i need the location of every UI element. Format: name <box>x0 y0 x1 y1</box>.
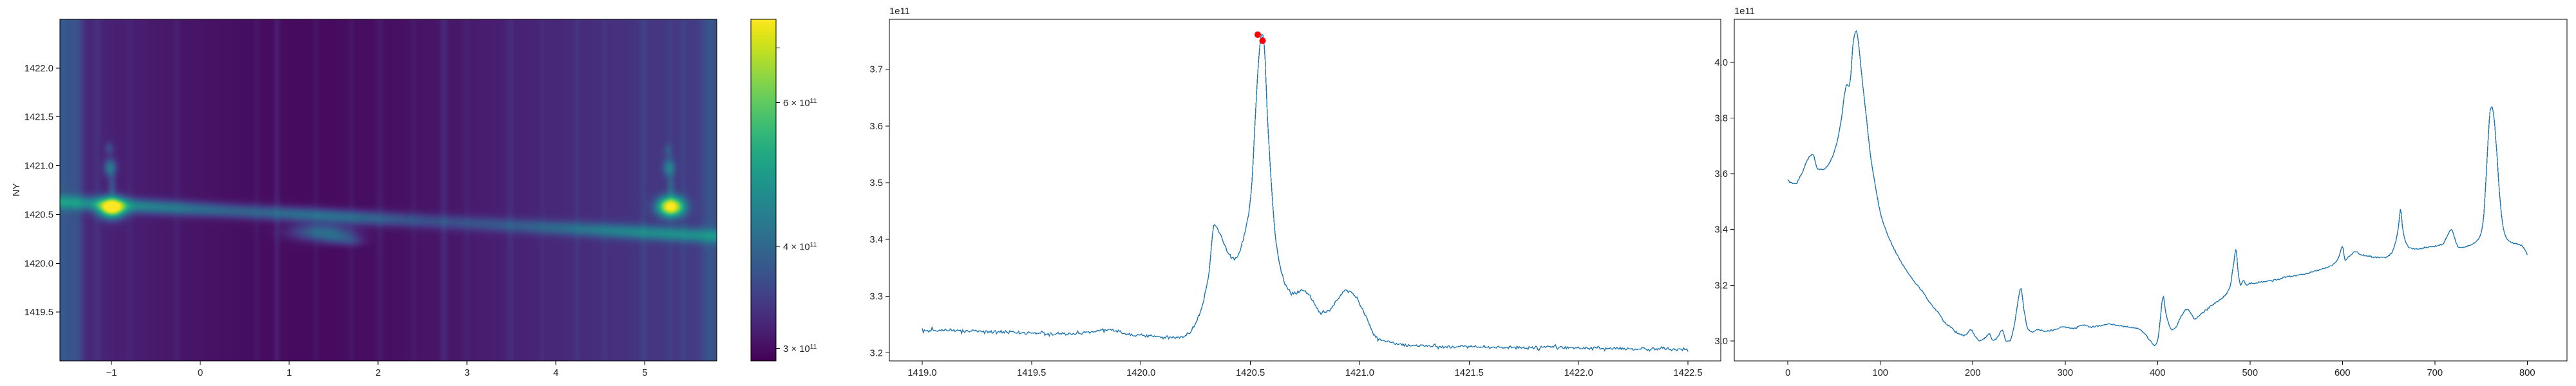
svg-text:1419.5: 1419.5 <box>1017 368 1046 378</box>
svg-text:4: 4 <box>553 368 558 378</box>
svg-text:3 × 1011: 3 × 1011 <box>783 344 817 354</box>
svg-text:4 × 1011: 4 × 1011 <box>783 242 817 253</box>
svg-text:1419.0: 1419.0 <box>907 368 936 378</box>
svg-text:600: 600 <box>2334 368 2351 378</box>
svg-text:1420.0: 1420.0 <box>1126 368 1155 378</box>
svg-text:NY: NY <box>12 183 22 197</box>
svg-text:3.2: 3.2 <box>1714 280 1728 291</box>
svg-text:3.6: 3.6 <box>869 122 883 132</box>
svg-text:1e11: 1e11 <box>1734 6 1755 17</box>
svg-text:400: 400 <box>2150 368 2166 378</box>
svg-text:3: 3 <box>464 368 469 378</box>
svg-text:3.0: 3.0 <box>1714 336 1728 347</box>
svg-text:1422.0: 1422.0 <box>24 64 53 74</box>
svg-text:500: 500 <box>2242 368 2258 378</box>
svg-text:−1: −1 <box>106 368 117 378</box>
svg-text:3.4: 3.4 <box>1714 225 1728 235</box>
svg-text:700: 700 <box>2427 368 2443 378</box>
svg-text:4.0: 4.0 <box>1714 58 1728 68</box>
svg-text:1420.0: 1420.0 <box>24 259 53 269</box>
svg-text:2: 2 <box>375 368 381 378</box>
svg-text:3.3: 3.3 <box>869 291 883 302</box>
svg-text:1421.0: 1421.0 <box>1345 368 1374 378</box>
svg-text:1: 1 <box>287 368 292 378</box>
svg-text:1419.5: 1419.5 <box>24 308 53 318</box>
svg-text:1e11: 1e11 <box>889 6 910 17</box>
svg-text:6 × 1011: 6 × 1011 <box>783 98 817 109</box>
svg-text:0: 0 <box>198 368 203 378</box>
svg-text:3.8: 3.8 <box>1714 114 1728 124</box>
svg-text:3.5: 3.5 <box>869 178 883 188</box>
svg-text:1420.5: 1420.5 <box>1236 368 1265 378</box>
svg-text:800: 800 <box>2519 368 2535 378</box>
svg-text:3.7: 3.7 <box>869 65 883 75</box>
svg-text:3.6: 3.6 <box>1714 169 1728 179</box>
svg-text:0: 0 <box>1785 368 1790 378</box>
svg-text:1420.5: 1420.5 <box>24 210 53 220</box>
svg-text:300: 300 <box>2057 368 2073 378</box>
svg-text:1422.0: 1422.0 <box>1564 368 1593 378</box>
svg-text:1421.5: 1421.5 <box>1455 368 1484 378</box>
svg-text:1422.5: 1422.5 <box>1673 368 1702 378</box>
svg-text:3.4: 3.4 <box>869 235 883 245</box>
svg-text:3.2: 3.2 <box>869 349 883 359</box>
svg-text:100: 100 <box>1872 368 1888 378</box>
svg-text:1421.5: 1421.5 <box>24 113 53 123</box>
svg-text:200: 200 <box>1965 368 1981 378</box>
svg-text:1421.0: 1421.0 <box>24 161 53 172</box>
svg-text:5: 5 <box>642 368 647 378</box>
